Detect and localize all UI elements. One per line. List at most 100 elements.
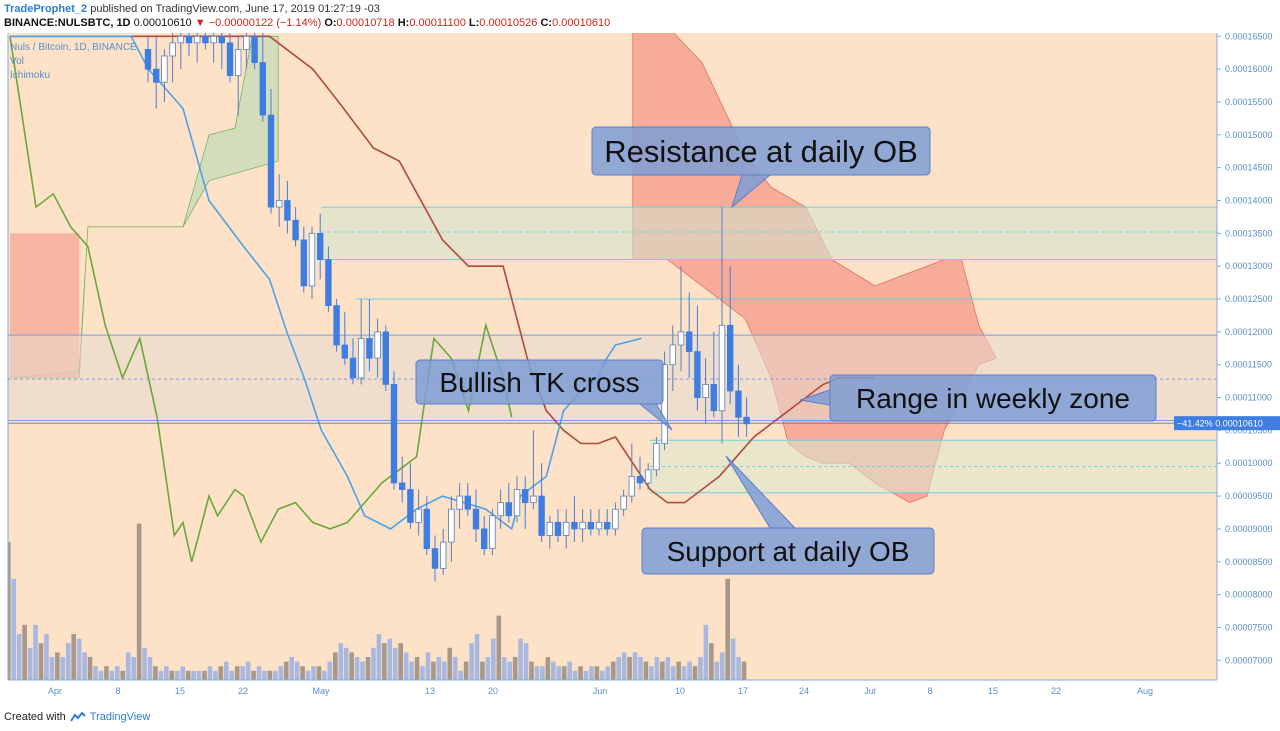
y-tick-label: 0.00007500 — [1225, 622, 1273, 632]
candle-up — [530, 495, 537, 504]
tradingview-brand[interactable]: TradingView — [89, 711, 151, 723]
volume-bar — [670, 666, 676, 680]
volume-bar — [665, 657, 671, 680]
candle-down — [538, 495, 545, 536]
ichimoku-legend[interactable]: Ichimoku — [10, 70, 51, 81]
y-tick-label: 0.00012000 — [1225, 327, 1273, 337]
candle-up — [653, 443, 660, 471]
volume-bar — [561, 666, 567, 680]
y-tick-label: 0.00011000 — [1225, 393, 1272, 403]
author-link[interactable]: TradeProphet_2 — [4, 3, 88, 15]
x-tick-label: 8 — [115, 686, 120, 696]
close-label: C: — [540, 17, 553, 29]
volume-bar — [267, 670, 273, 680]
price-axis[interactable]: 0.00016500 0.00016000 0.00015500 0.00015000… — [8, 31, 1280, 680]
candle-down — [300, 239, 307, 287]
candle-down — [554, 521, 562, 536]
series-legend[interactable]: Nuls / Bitcoin, 1D, BINANCE — [10, 42, 137, 53]
volume-bar — [305, 670, 311, 680]
volume-bar — [649, 666, 654, 680]
candle-down — [349, 357, 357, 379]
volume-bar — [529, 661, 534, 680]
time-axis[interactable]: Apr 8 15 22 May 13 20 Jun 10 17 24 Jul 8 15 22 Aug — [7, 33, 1217, 696]
volume-bar — [442, 661, 447, 680]
volume-bar — [33, 624, 38, 680]
callout-box — [591, 126, 931, 176]
volume-bar — [207, 666, 213, 680]
volume-bar — [387, 638, 393, 680]
volume-bar — [403, 652, 409, 680]
volume-bar — [147, 657, 153, 680]
x-tick-label: 15 — [175, 686, 185, 696]
candle-up — [563, 521, 570, 536]
volume-bar — [16, 634, 22, 680]
open-value: 0.00010718 — [336, 17, 395, 29]
volume-bar — [709, 643, 714, 680]
callout-label: Support at daily OB — [667, 536, 910, 567]
close-value: 0.00010610 — [552, 17, 611, 29]
candle-down — [431, 548, 439, 569]
change-value: −0.00000122 (−1.14%) — [208, 17, 322, 29]
candle-down — [407, 489, 414, 523]
candle-down — [202, 35, 209, 44]
volume-bar — [491, 638, 496, 680]
volume-bar — [616, 657, 621, 680]
candle-down — [423, 508, 430, 550]
candle-up — [357, 338, 365, 379]
candle-down — [144, 49, 152, 70]
volume-bar — [545, 657, 551, 680]
volume-bar — [512, 657, 518, 680]
volume-bar — [44, 634, 49, 680]
x-tick-label: 10 — [675, 686, 685, 696]
callout-box — [641, 527, 935, 575]
candle-down — [333, 305, 340, 346]
volume-bar — [714, 661, 720, 680]
callout: Range in weekly zone — [799, 374, 1157, 422]
vol-legend[interactable]: Vol — [10, 56, 24, 67]
volume-bar — [125, 652, 131, 680]
volume-bar — [251, 670, 256, 680]
volume-bar — [610, 661, 616, 680]
candle-down — [292, 219, 299, 241]
volume-bar — [681, 666, 687, 680]
y-tick-label: 0.00008500 — [1225, 557, 1273, 567]
y-tick-label: 0.00013000 — [1225, 261, 1273, 271]
ohlc-header: BINANCE:NULSBTC, 1D 0.00010610 ▼ −0.0000… — [4, 17, 610, 29]
candle-up — [497, 502, 504, 517]
volume-bar — [65, 643, 71, 680]
candle-down — [522, 489, 529, 504]
volume-bar — [556, 666, 562, 680]
candle-down — [398, 482, 406, 490]
y-tick-label: 0.00010000 — [1225, 458, 1273, 468]
volume-bar — [501, 657, 507, 680]
volume-bar — [736, 657, 741, 680]
volume-bar — [169, 670, 175, 680]
volume-bar — [365, 657, 371, 680]
volume-bar — [567, 661, 572, 680]
candle-up — [161, 55, 168, 83]
candle-down — [686, 331, 693, 352]
volume-bar — [583, 670, 589, 680]
volume-bar — [120, 670, 126, 680]
volume-bar — [703, 624, 709, 680]
volume-bar — [322, 670, 327, 680]
volume-bar — [572, 670, 578, 680]
volume-bar — [256, 666, 262, 680]
candle-down — [604, 521, 611, 530]
created-with-label: Created with — [4, 711, 66, 723]
candle-up — [243, 35, 250, 50]
volume-bar — [578, 666, 583, 680]
volume-bar — [518, 638, 523, 680]
volume-bar — [627, 657, 632, 680]
x-tick-label: 22 — [238, 686, 248, 696]
volume-bar — [338, 643, 344, 680]
volume-bars — [8, 523, 747, 680]
y-tick-label: 0.00009500 — [1225, 491, 1273, 501]
volume-bar — [719, 652, 725, 680]
candle-down — [743, 416, 750, 425]
volume-bar — [485, 657, 491, 680]
volume-bar — [600, 670, 605, 680]
volume-bar — [725, 578, 730, 680]
y-tick-label: 0.00016000 — [1225, 64, 1273, 74]
